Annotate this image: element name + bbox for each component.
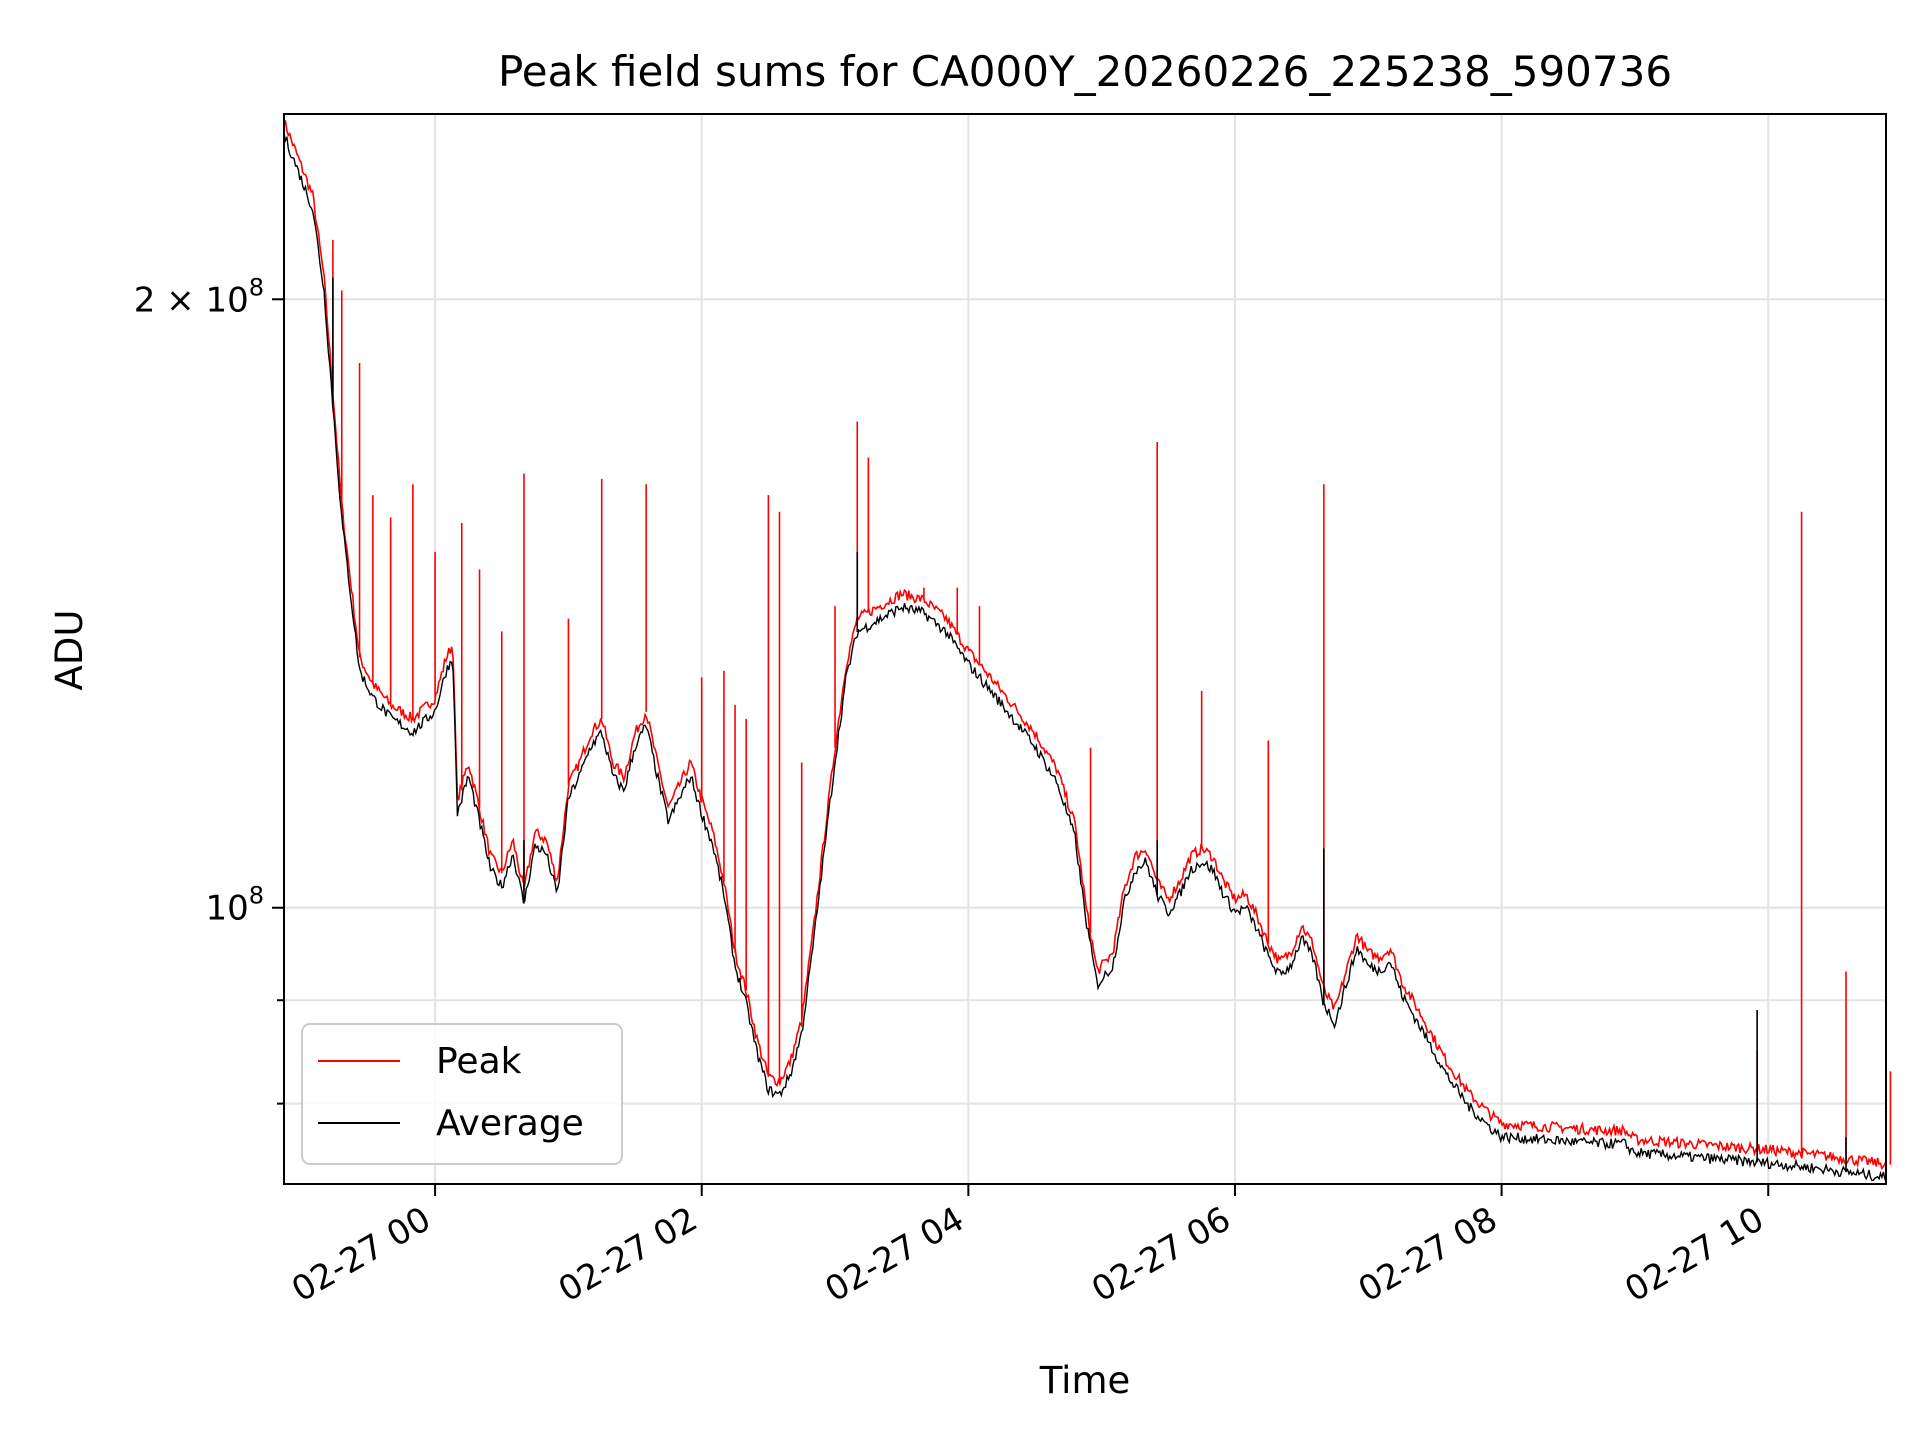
x-axis-ticks: 02-27 00 02-27 02 02-27 04 02-27 06 02-27 08… — [285, 1184, 1771, 1310]
legend-box — [301, 1023, 623, 1165]
legend-label-peak: Peak — [436, 1041, 522, 1082]
chart-title: Peak field sums for CA000Y_20260226_2252… — [498, 47, 1672, 96]
x-tick-label: 02-27 02 — [552, 1199, 704, 1310]
x-tick-label: 02-27 00 — [285, 1199, 437, 1310]
y-axis-ticks: 108 2 × 108 — [134, 273, 284, 1105]
x-tick-label: 02-27 10 — [1618, 1199, 1770, 1310]
y-tick-label: 108 — [205, 882, 264, 929]
x-tick-label: 02-27 04 — [818, 1199, 970, 1310]
axes-frame — [283, 113, 1887, 1185]
grid-lines — [284, 114, 1886, 1184]
legend: Peak Average — [301, 1023, 623, 1165]
plot-area — [283, 120, 1892, 1184]
y-axis-label: ADU — [48, 610, 91, 691]
y-tick-label: 2 × 108 — [134, 273, 264, 320]
x-tick-label: 02-27 06 — [1085, 1199, 1237, 1310]
x-axis-label: Time — [1039, 1359, 1131, 1402]
x-tick-label: 02-27 08 — [1352, 1199, 1504, 1310]
legend-label-average: Average — [436, 1103, 584, 1144]
series-line-average — [283, 132, 1887, 1184]
